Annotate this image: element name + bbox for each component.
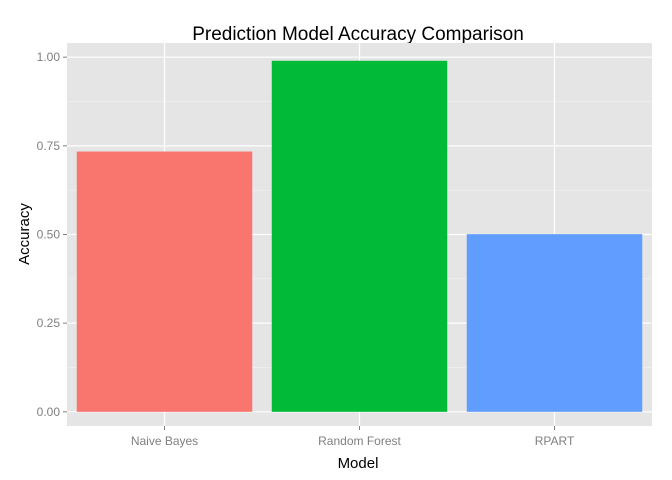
y-tick-label: 0.50	[37, 228, 61, 242]
x-axis-title: Model	[338, 455, 379, 472]
bars	[76, 60, 643, 412]
y-tick-label: 0.25	[37, 316, 61, 330]
y-tick-label: 0.75	[37, 139, 61, 153]
x-tick-label: Naive Bayes	[131, 434, 198, 448]
chart-title: Prediction Model Accuracy Comparison	[192, 24, 524, 45]
x-tick-label: Random Forest	[318, 434, 401, 448]
x-tick-label: RPART	[535, 434, 575, 448]
x-axis: Naive Bayes Random Forest RPART	[131, 426, 575, 448]
bar	[466, 234, 643, 412]
y-axis-title: Accuracy	[16, 203, 33, 265]
y-axis: 0.00 0.25 0.50 0.75 1.00	[37, 50, 67, 419]
y-tick-label: 0.00	[37, 405, 61, 419]
bar	[76, 151, 253, 412]
y-tick-label: 1.00	[37, 50, 61, 64]
bar	[271, 60, 448, 412]
